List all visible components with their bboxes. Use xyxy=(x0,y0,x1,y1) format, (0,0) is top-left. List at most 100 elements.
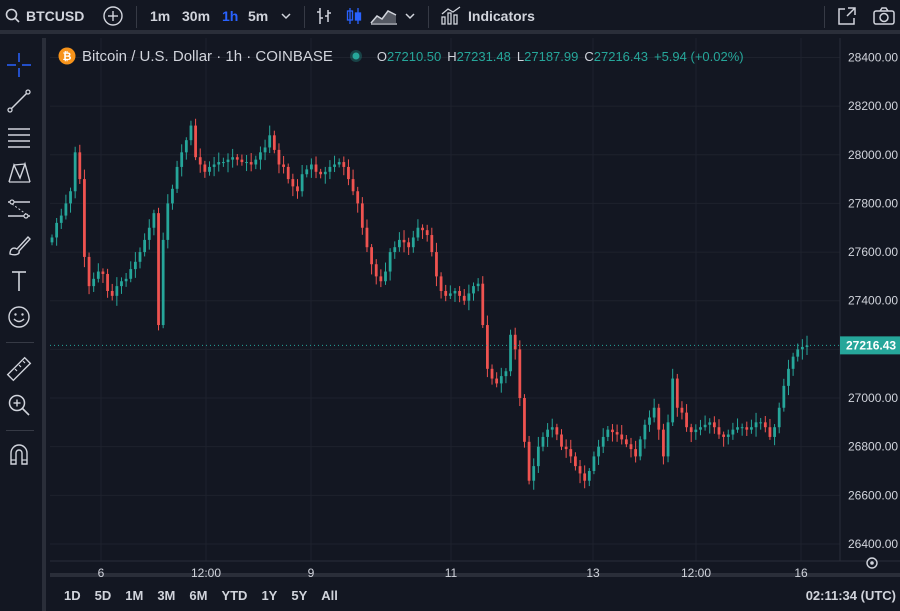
market-status-icon[interactable] xyxy=(349,49,363,63)
candle xyxy=(523,394,526,448)
toolbar-divider xyxy=(824,6,825,28)
candle xyxy=(388,248,392,281)
fullscreen-button[interactable] xyxy=(836,0,858,32)
last-price-label: 27216.43 xyxy=(846,338,896,352)
symbol-search[interactable]: BTCUSD xyxy=(4,0,84,32)
indicators-button[interactable]: Indicators xyxy=(440,0,535,32)
candle xyxy=(777,402,781,434)
low-value: 27187.99 xyxy=(524,48,579,64)
candle xyxy=(574,452,577,471)
area-style-button[interactable] xyxy=(370,0,398,32)
symbol-title[interactable]: Bitcoin / U.S. Dollar · 1h · COINBASE xyxy=(82,47,333,65)
candle xyxy=(87,252,91,295)
low-label: L xyxy=(516,48,525,64)
candles-style-button[interactable] xyxy=(344,0,364,32)
interval-dropdown[interactable] xyxy=(280,0,292,32)
candle xyxy=(296,179,299,199)
candle xyxy=(587,468,591,487)
x-tick-label: 16 xyxy=(794,566,808,580)
range-6m[interactable]: 6M xyxy=(189,588,208,603)
candle xyxy=(518,340,522,407)
candle xyxy=(379,269,383,288)
chart-style-dropdown[interactable] xyxy=(404,0,416,32)
y-tick-label: 27000.00 xyxy=(848,391,898,405)
range-ytd[interactable]: YTD xyxy=(221,588,248,603)
candle xyxy=(309,158,313,178)
candle xyxy=(203,160,207,178)
price-axis[interactable] xyxy=(840,38,900,611)
y-tick-label: 28200.00 xyxy=(848,99,898,113)
candle xyxy=(96,263,100,283)
candle xyxy=(217,152,221,172)
zoom-tool[interactable] xyxy=(4,390,34,420)
change-value: +5.94 (+0.02%) xyxy=(653,48,744,64)
candle xyxy=(83,169,86,268)
y-tick-label: 28000.00 xyxy=(848,148,898,162)
candle xyxy=(161,232,165,329)
candle xyxy=(680,401,684,420)
candle xyxy=(499,367,503,393)
candle xyxy=(657,403,661,440)
trend-line-tool[interactable] xyxy=(4,86,34,116)
magnet-tool[interactable] xyxy=(4,440,34,470)
price-chart[interactable]: 28400.00 28200.00 28000.00 27800.00 27600.00… xyxy=(50,38,900,611)
expand-icon xyxy=(838,7,856,25)
candle xyxy=(754,412,758,437)
fib-tool[interactable] xyxy=(4,122,34,152)
candle xyxy=(143,233,147,257)
projection-tool[interactable] xyxy=(4,194,34,224)
candle xyxy=(245,155,248,172)
interval-5m[interactable]: 5m xyxy=(248,8,269,24)
candle xyxy=(425,224,429,242)
screenshot-button[interactable] xyxy=(872,0,896,32)
interval-30m[interactable]: 30m xyxy=(182,8,211,24)
candle xyxy=(638,436,642,461)
crosshair-tool[interactable] xyxy=(4,50,34,80)
utc-clock[interactable]: 02:11:34 (UTC) xyxy=(805,588,896,603)
range-5d[interactable]: 5D xyxy=(94,588,112,603)
bar-style-button[interactable] xyxy=(314,0,334,32)
interval-1m[interactable]: 1m xyxy=(150,8,171,24)
candle xyxy=(703,415,707,431)
candle xyxy=(138,247,142,269)
pattern-tool[interactable] xyxy=(4,158,34,188)
top-toolbar: BTCUSD 1m 30m 1h 5m xyxy=(0,0,900,34)
compare-button[interactable] xyxy=(102,0,124,32)
measure-lines-icon xyxy=(8,199,30,219)
candle xyxy=(611,424,614,442)
candle xyxy=(328,160,332,180)
candle xyxy=(773,424,776,446)
range-1m[interactable]: 1M xyxy=(125,588,144,603)
range-1y[interactable]: 1Y xyxy=(261,588,278,603)
candle xyxy=(124,272,128,287)
candle xyxy=(759,417,763,430)
symbol-label: BTCUSD xyxy=(26,8,85,24)
candle xyxy=(675,373,679,417)
interval-1h[interactable]: 1h xyxy=(222,8,239,24)
ruler-tool[interactable] xyxy=(4,354,34,384)
candle xyxy=(194,118,197,161)
icon-tool[interactable] xyxy=(4,302,34,332)
candle xyxy=(291,173,295,197)
range-5y[interactable]: 5Y xyxy=(291,588,308,603)
range-1d[interactable]: 1D xyxy=(64,588,81,603)
y-tick-label: 27400.00 xyxy=(848,294,898,308)
candle xyxy=(277,143,281,174)
candle xyxy=(411,230,415,253)
text-tool[interactable] xyxy=(4,266,34,296)
candle xyxy=(634,440,638,463)
candle xyxy=(472,282,475,301)
search-icon xyxy=(5,8,20,23)
candle xyxy=(59,208,63,229)
time-axis[interactable] xyxy=(50,561,900,611)
candle xyxy=(648,410,651,432)
candle xyxy=(782,378,786,412)
brush-tool[interactable] xyxy=(4,230,34,260)
range-all[interactable]: All xyxy=(321,588,338,603)
candle xyxy=(208,161,211,176)
candle xyxy=(347,159,350,186)
range-3m[interactable]: 3M xyxy=(157,588,176,603)
y-tick-label: 26800.00 xyxy=(848,440,898,454)
gear-icon[interactable] xyxy=(866,557,878,569)
candle xyxy=(180,144,184,177)
